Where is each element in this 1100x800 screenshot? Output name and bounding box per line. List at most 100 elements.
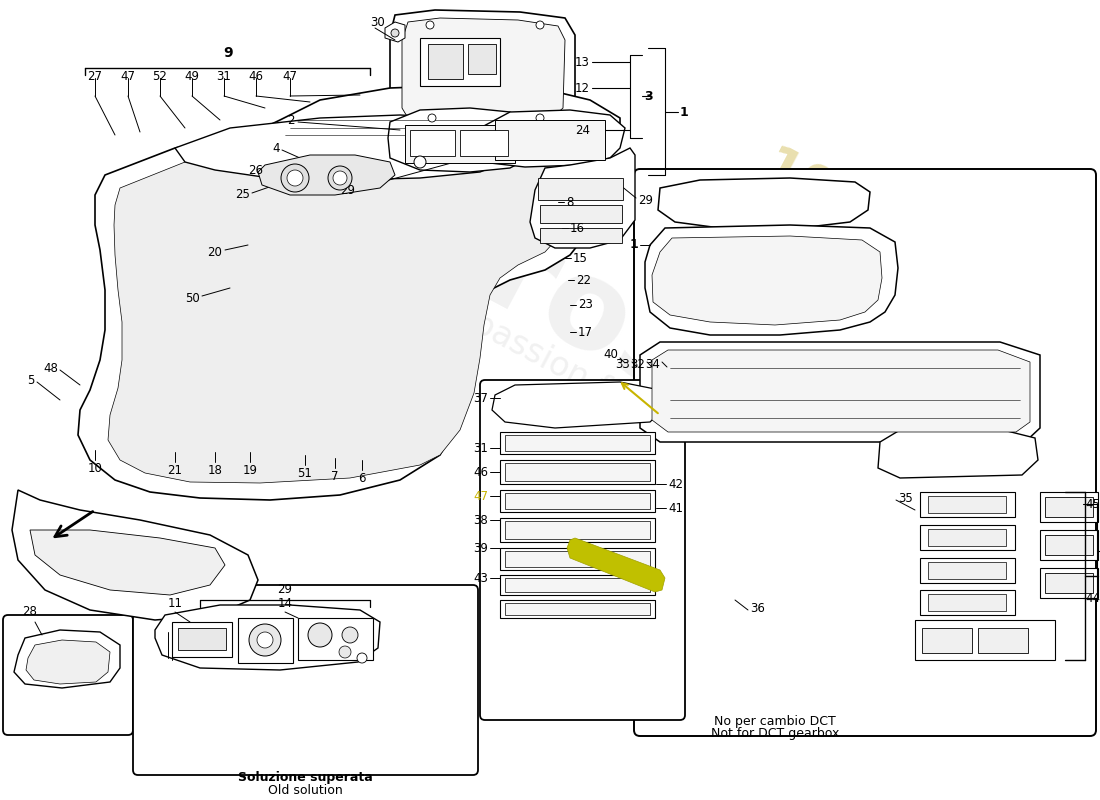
Text: 1: 1 <box>629 238 638 251</box>
Bar <box>1040 568 1098 598</box>
Circle shape <box>358 653 367 663</box>
Bar <box>1040 530 1098 560</box>
Polygon shape <box>255 85 620 158</box>
Text: 22: 22 <box>576 274 591 286</box>
Text: 49: 49 <box>185 70 199 83</box>
Circle shape <box>280 164 309 192</box>
Bar <box>505 435 650 451</box>
Bar <box>978 628 1028 653</box>
Text: 20: 20 <box>207 246 222 258</box>
Text: 9: 9 <box>223 46 233 60</box>
Text: 25: 25 <box>235 189 250 202</box>
Polygon shape <box>12 490 258 620</box>
Polygon shape <box>530 148 635 248</box>
Text: eurospares: eurospares <box>312 131 1067 609</box>
Bar <box>915 620 1055 660</box>
Polygon shape <box>402 18 565 130</box>
Polygon shape <box>385 22 405 42</box>
Text: 46: 46 <box>473 466 488 478</box>
Bar <box>500 460 654 484</box>
FancyBboxPatch shape <box>133 585 478 775</box>
Text: 26: 26 <box>248 163 263 177</box>
Bar <box>920 492 1015 517</box>
Bar <box>500 600 654 618</box>
Text: 37: 37 <box>473 391 488 405</box>
Text: 42: 42 <box>668 478 683 490</box>
Text: 29: 29 <box>277 583 293 596</box>
Circle shape <box>249 624 280 656</box>
Text: 29: 29 <box>340 183 355 197</box>
Text: 52: 52 <box>153 70 167 83</box>
Text: Old solution: Old solution <box>267 783 342 797</box>
Text: 1: 1 <box>680 106 689 118</box>
Bar <box>505 578 650 592</box>
Text: 27: 27 <box>88 70 102 83</box>
Bar <box>505 603 650 615</box>
Polygon shape <box>652 236 882 325</box>
Circle shape <box>536 114 544 122</box>
Text: 11: 11 <box>167 597 183 610</box>
Circle shape <box>257 632 273 648</box>
Polygon shape <box>388 108 535 172</box>
Bar <box>500 575 654 595</box>
Text: 38: 38 <box>473 514 488 526</box>
Text: 7: 7 <box>331 470 339 483</box>
Text: 51: 51 <box>298 467 312 480</box>
Bar <box>1045 535 1093 555</box>
Polygon shape <box>175 115 515 180</box>
Text: 48: 48 <box>43 362 58 374</box>
Bar <box>928 594 1006 611</box>
Bar <box>928 529 1006 546</box>
Bar <box>238 618 293 663</box>
Polygon shape <box>78 120 595 500</box>
Polygon shape <box>390 10 575 138</box>
Text: 32: 32 <box>630 358 645 371</box>
Bar <box>460 130 508 156</box>
Polygon shape <box>652 350 1030 432</box>
Text: 10: 10 <box>88 462 102 475</box>
Polygon shape <box>155 605 380 670</box>
Bar <box>920 558 1015 583</box>
Text: 16: 16 <box>570 222 585 234</box>
Text: 46: 46 <box>249 70 264 83</box>
Bar <box>468 44 496 74</box>
Bar <box>922 628 972 653</box>
Circle shape <box>428 114 436 122</box>
Circle shape <box>426 21 434 29</box>
Bar <box>505 551 650 567</box>
Text: 30: 30 <box>370 15 385 29</box>
Bar <box>505 521 650 539</box>
Text: 28: 28 <box>22 605 37 618</box>
Text: 14: 14 <box>277 597 293 610</box>
Text: 17: 17 <box>578 326 593 338</box>
Bar <box>298 618 373 660</box>
Bar <box>538 178 623 200</box>
Text: 19: 19 <box>242 464 257 477</box>
Circle shape <box>342 627 358 643</box>
Text: 29: 29 <box>638 194 653 206</box>
Bar <box>920 590 1015 615</box>
Text: 23: 23 <box>578 298 593 311</box>
Text: 50: 50 <box>185 291 200 305</box>
Bar <box>920 525 1015 550</box>
Bar <box>505 463 650 481</box>
Text: Soluzione superata: Soluzione superata <box>238 771 373 785</box>
Bar <box>928 496 1006 513</box>
Text: 34: 34 <box>645 358 660 371</box>
Text: 4: 4 <box>273 142 280 154</box>
Bar <box>172 622 232 657</box>
FancyBboxPatch shape <box>3 615 133 735</box>
Text: 39: 39 <box>473 542 488 554</box>
Bar <box>928 562 1006 579</box>
Polygon shape <box>878 428 1038 478</box>
Polygon shape <box>478 110 625 167</box>
Polygon shape <box>658 178 870 228</box>
FancyBboxPatch shape <box>480 380 685 720</box>
Text: 1975: 1975 <box>754 142 908 258</box>
Text: No per cambio DCT: No per cambio DCT <box>714 715 836 729</box>
Polygon shape <box>566 538 666 592</box>
Text: 6: 6 <box>359 472 365 485</box>
Circle shape <box>536 21 544 29</box>
Text: 13: 13 <box>575 55 590 69</box>
Text: 41: 41 <box>668 502 683 514</box>
